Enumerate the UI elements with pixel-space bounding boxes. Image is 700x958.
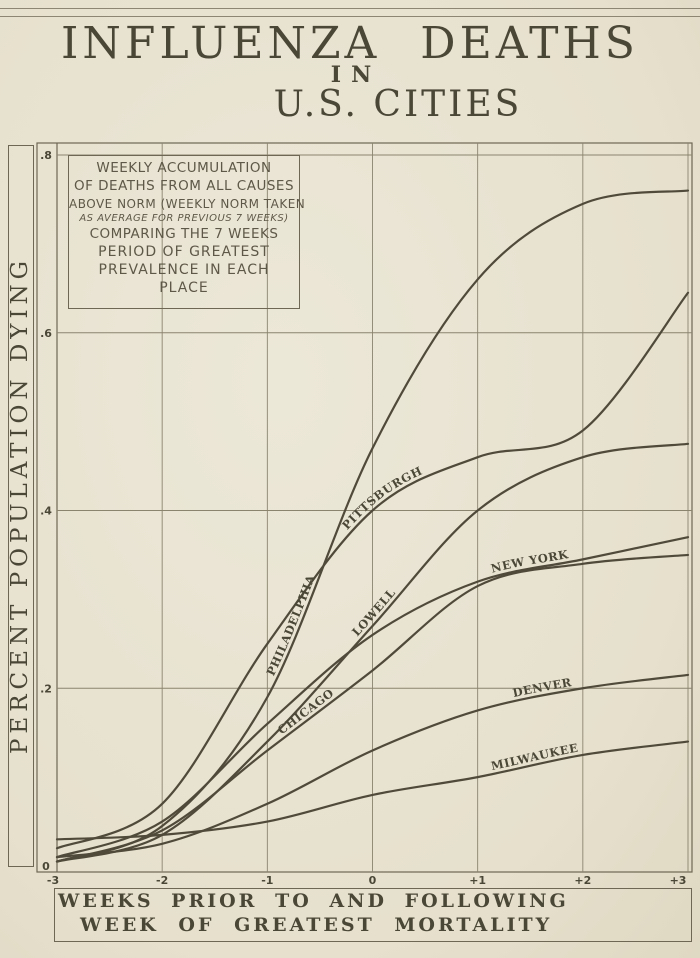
chart-title-in: IN [330, 62, 382, 88]
series-line-milwaukee [55, 740, 690, 841]
description-line: WEEKLY ACCUMULATION [96, 160, 272, 176]
x-axis-label-line2: WEEK OF GREATEST MORTALITY [80, 914, 553, 936]
series-lines [55, 189, 690, 863]
series-label-pittsburgh: PITTSBURGH [339, 464, 424, 533]
chart-title-cities: U.S. CITIES [273, 84, 523, 125]
description-line: PREVALENCE IN EACH [98, 262, 270, 278]
series-line-chicago [55, 553, 690, 863]
description-line: COMPARING THE 7 WEEKS [89, 226, 279, 242]
chart-title: INFLUENZA DEATHS [61, 18, 639, 69]
x-tick-label: +3 [670, 874, 687, 887]
top-border-rule-inner [0, 16, 700, 17]
y-tick-label: .6 [40, 327, 52, 340]
x-tick-label: +2 [574, 874, 591, 887]
x-axis-label-line1: WEEKS PRIOR TO AND FOLLOWING [58, 890, 569, 912]
y-tick-label: 0 [42, 860, 50, 873]
x-axis-label-frame [54, 888, 692, 942]
axis-ticks: -3 -2 -1 0 +1 +2 +3 0 .2 .4 .6 .8 [40, 149, 686, 887]
y-tick-label: .4 [40, 505, 52, 518]
description-line: OF DEATHS FROM ALL CAUSES [73, 178, 295, 194]
x-tick-label: -1 [261, 874, 273, 887]
x-tick-label: -3 [47, 874, 59, 887]
description-line: ABOVE NORM (WEEKLY NORM TAKEN [69, 197, 306, 211]
plot-frame [36, 142, 693, 873]
series-line-denver [55, 673, 690, 859]
description-line: PERIOD OF GREATEST [98, 244, 270, 260]
series-line-philadelphia [55, 189, 690, 863]
x-tick-label: +1 [469, 874, 486, 887]
x-tick-label: 0 [369, 874, 377, 887]
y-tick-label: .8 [40, 149, 52, 162]
description-line: PLACE [159, 280, 209, 296]
series-label-philadelphia: PHILADELPHIA [264, 572, 319, 678]
top-border-rule [0, 8, 700, 9]
x-tick-label: -2 [156, 874, 168, 887]
series-label-chicago: CHICAGO [275, 686, 337, 737]
y-tick-label: .2 [40, 682, 52, 695]
series-label-lowell: LOWELL [349, 586, 398, 639]
y-axis-label-frame [8, 145, 34, 867]
series-line-pittsburgh [55, 291, 690, 850]
series-label-milwaukee: MILWAUKEE [490, 741, 580, 773]
description-box: WEEKLY ACCUMULATION OF DEATHS FROM ALL C… [68, 155, 306, 309]
series-line-new-york [55, 536, 690, 859]
description-line: AS AVERAGE FOR PREVIOUS 7 WEEKS) [79, 213, 289, 224]
